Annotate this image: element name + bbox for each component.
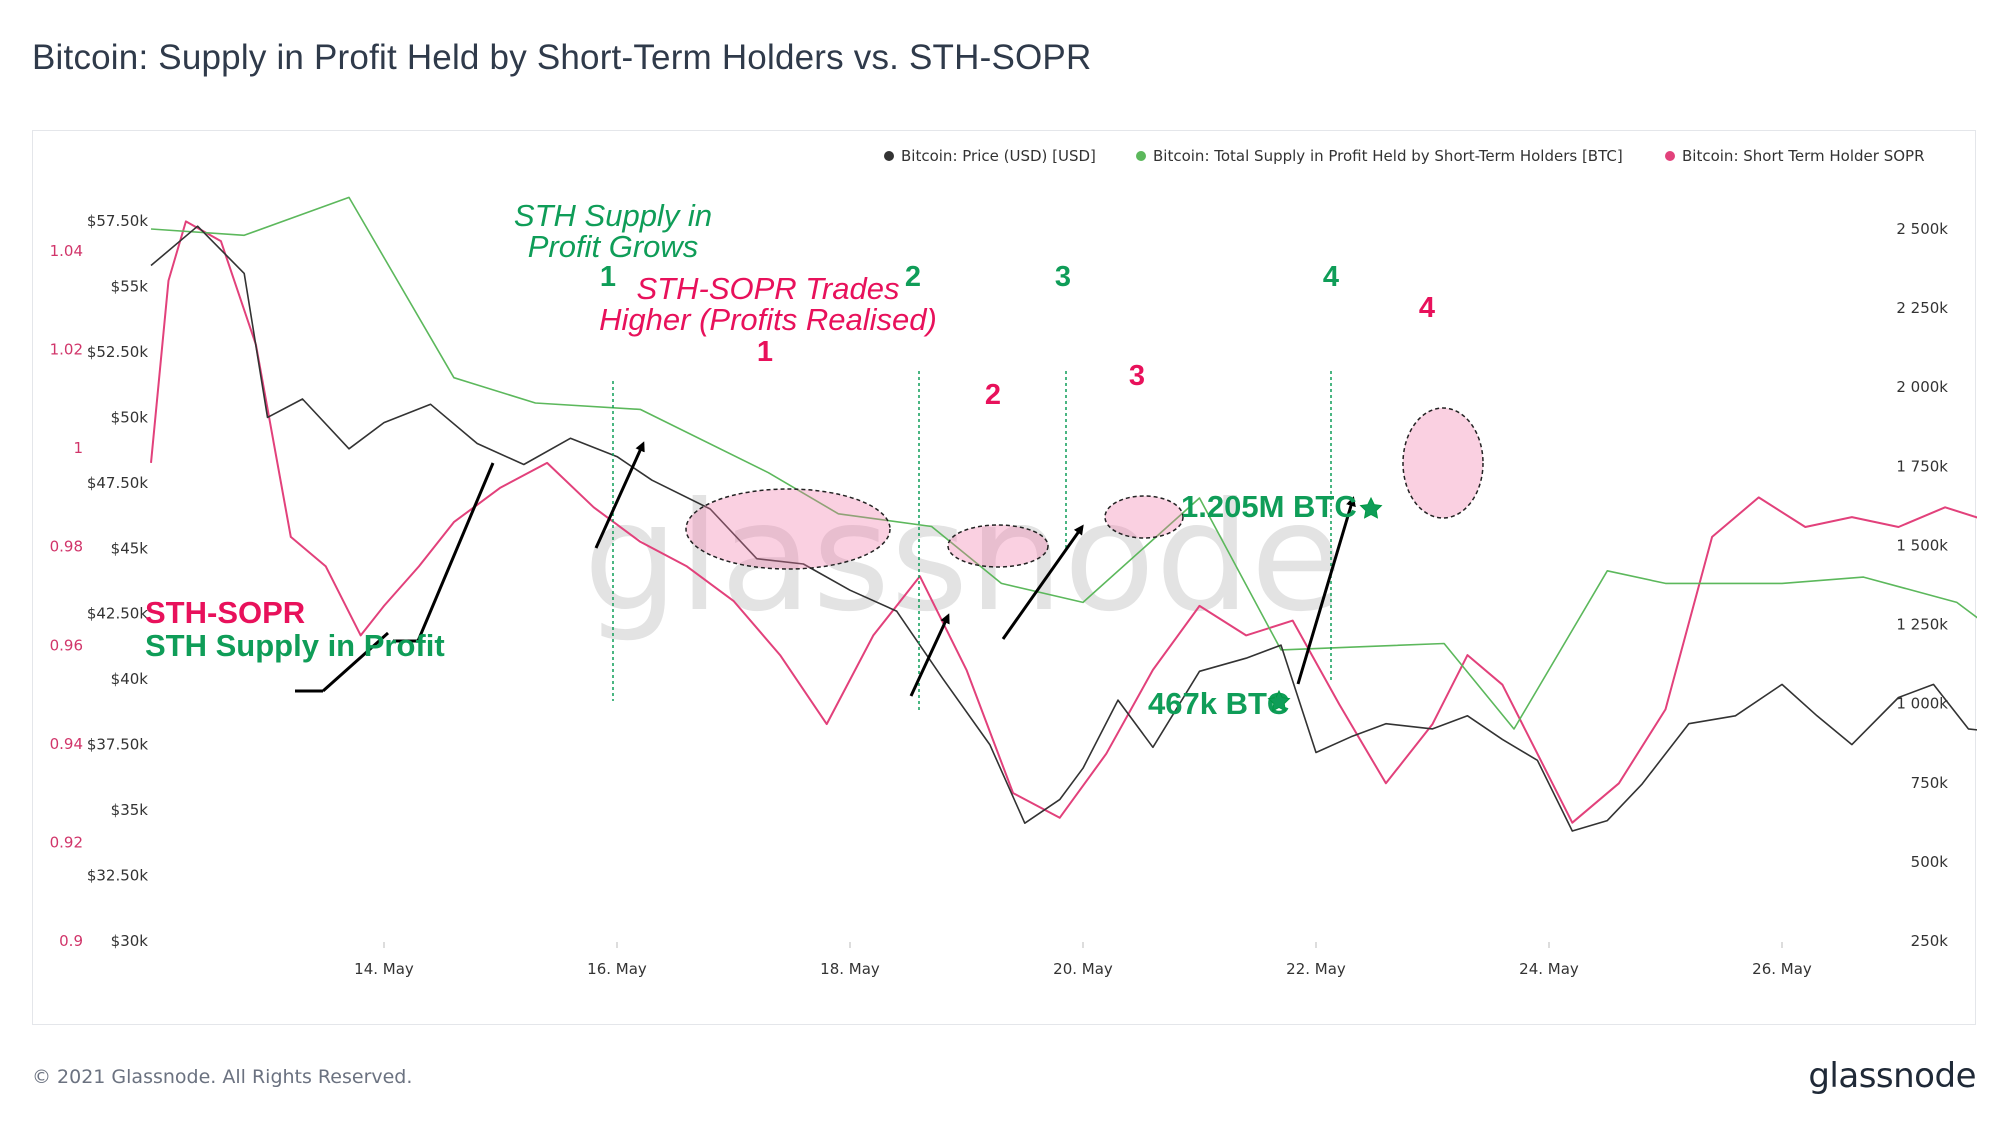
legend-label-supply[interactable]: Bitcoin: Total Supply in Profit Held by … bbox=[1153, 147, 1623, 165]
arrow-1 bbox=[594, 441, 645, 549]
axes: 14. May 16. May 18. May 20. May 22. May 24. M… bbox=[50, 212, 1949, 978]
price-tick-label: $47.50k bbox=[87, 474, 148, 492]
price-tick-label: $35k bbox=[111, 801, 149, 819]
supply-tick-label: 2 000k bbox=[1896, 378, 1948, 396]
price-tick-label: $37.50k bbox=[87, 736, 148, 754]
sopr-tick-label: 0.96 bbox=[50, 636, 83, 654]
series-layer bbox=[150, 196, 1977, 832]
green-number-1: 1 bbox=[600, 261, 616, 293]
sopr-tick-label: 1 bbox=[73, 439, 83, 457]
x-tick-label: 18. May bbox=[820, 960, 880, 978]
x-tick-label: 26. May bbox=[1752, 960, 1812, 978]
supply-grows-line-2: Profit Grows bbox=[528, 229, 699, 264]
star-icon-low bbox=[1267, 689, 1291, 712]
pink-number-3: 3 bbox=[1129, 360, 1145, 392]
sopr-series-label: STH-SOPR bbox=[145, 595, 305, 630]
price-tick-label: $55k bbox=[111, 277, 149, 295]
supply-tick-label: 2 250k bbox=[1896, 299, 1948, 317]
green-number-4: 4 bbox=[1323, 261, 1339, 293]
legend-label-price[interactable]: Bitcoin: Price (USD) [USD] bbox=[901, 147, 1096, 165]
x-tick-label: 20. May bbox=[1053, 960, 1113, 978]
pointer-sopr bbox=[322, 631, 389, 693]
sopr-tick-label: 1.04 bbox=[50, 242, 83, 260]
sopr-series-line bbox=[150, 220, 1977, 824]
arrow-3 bbox=[1001, 524, 1084, 640]
price-tick-label: $40k bbox=[111, 670, 149, 688]
annotation-layer: STH Supply in Profit Grows STH-SOPR Trad… bbox=[145, 198, 1484, 721]
chart-svg: glassnode Bitcoin: Price (USD) [USD] Bit… bbox=[50, 147, 1977, 978]
price-tick-label: $32.50k bbox=[87, 867, 148, 885]
x-tick-label: 24. May bbox=[1519, 960, 1579, 978]
page-title: Bitcoin: Supply in Profit Held by Short-… bbox=[32, 38, 1092, 77]
footer-logo: glassnode bbox=[1808, 1056, 1976, 1096]
legend: Bitcoin: Price (USD) [USD] Bitcoin: Tota… bbox=[884, 147, 1925, 165]
supply-series-label: STH Supply in Profit bbox=[145, 628, 445, 663]
price-tick-label: $57.50k bbox=[87, 212, 148, 230]
pink-number-2: 2 bbox=[985, 379, 1001, 411]
pink-number-1: 1 bbox=[757, 336, 773, 368]
supply-series-line bbox=[150, 196, 1977, 730]
highlight-ellipse-1 bbox=[685, 488, 891, 570]
x-tick-label: 16. May bbox=[587, 960, 647, 978]
supply-tick-label: 1 250k bbox=[1896, 616, 1948, 634]
supply-grows-line-1: STH Supply in bbox=[514, 198, 712, 233]
supply-tick-label: 1 500k bbox=[1896, 536, 1948, 554]
pointer-supply bbox=[416, 462, 495, 642]
x-tick-label: 14. May bbox=[354, 960, 414, 978]
supply-tick-label: 1 750k bbox=[1896, 457, 1948, 475]
star-icon-high bbox=[1359, 496, 1383, 519]
highlight-ellipse-2 bbox=[947, 524, 1049, 568]
legend-dot-supply bbox=[1136, 151, 1146, 161]
price-tick-label: $42.50k bbox=[87, 605, 148, 623]
supply-tick-label: 1 000k bbox=[1896, 695, 1948, 713]
supply-tick-label: 250k bbox=[1911, 932, 1949, 950]
sopr-trades-line-1: STH-SOPR Trades bbox=[637, 271, 900, 306]
supply-tick-label: 2 500k bbox=[1896, 220, 1948, 238]
green-number-2: 2 bbox=[905, 261, 921, 293]
sopr-tick-label: 0.9 bbox=[59, 932, 83, 950]
highlight-ellipse-4 bbox=[1402, 407, 1484, 519]
price-tick-label: $30k bbox=[111, 932, 149, 950]
sopr-tick-label: 0.94 bbox=[50, 735, 83, 753]
legend-dot-sopr bbox=[1665, 151, 1675, 161]
chart-panel: glassnode Bitcoin: Price (USD) [USD] Bit… bbox=[32, 130, 1977, 1025]
pink-number-4: 4 bbox=[1419, 292, 1435, 324]
sopr-tick-label: 0.92 bbox=[50, 833, 83, 851]
sopr-trades-line-2: Higher (Profits Realised) bbox=[599, 302, 937, 337]
price-series-line bbox=[150, 225, 1977, 832]
supply-tick-label: 500k bbox=[1911, 853, 1949, 871]
btc-low-label: 467k BTC bbox=[1148, 686, 1289, 721]
footer-copyright: © 2021 Glassnode. All Rights Reserved. bbox=[32, 1066, 413, 1088]
x-tick-label: 22. May bbox=[1286, 960, 1346, 978]
price-tick-label: $45k bbox=[111, 539, 149, 557]
sopr-tick-label: 0.98 bbox=[50, 538, 83, 556]
price-tick-label: $50k bbox=[111, 408, 149, 426]
arrow-2 bbox=[909, 613, 950, 697]
sopr-tick-label: 1.02 bbox=[50, 341, 83, 359]
btc-high-label: 1.205M BTC bbox=[1181, 489, 1357, 524]
supply-tick-label: 750k bbox=[1911, 774, 1949, 792]
legend-dot-price bbox=[884, 151, 894, 161]
arrow-4 bbox=[1296, 496, 1356, 685]
highlight-ellipse-3 bbox=[1104, 495, 1184, 539]
legend-label-sopr[interactable]: Bitcoin: Short Term Holder SOPR bbox=[1682, 147, 1925, 165]
price-tick-label: $52.50k bbox=[87, 343, 148, 361]
green-number-3: 3 bbox=[1055, 261, 1071, 293]
